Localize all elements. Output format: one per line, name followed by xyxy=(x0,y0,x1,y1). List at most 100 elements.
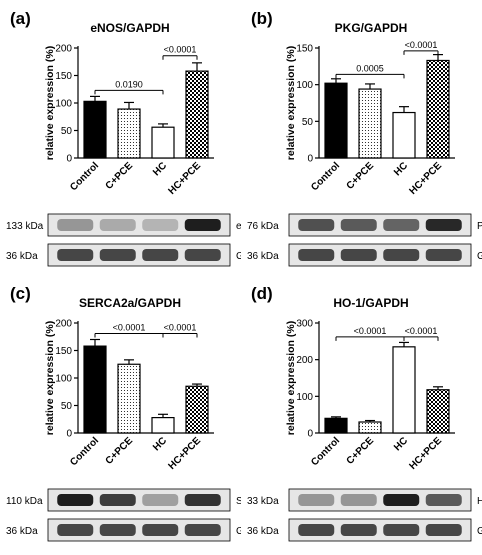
blot-band xyxy=(298,219,335,231)
y-tick-label: 50 xyxy=(61,401,73,412)
y-tick-label: 100 xyxy=(296,392,313,403)
bar-hc xyxy=(151,126,175,159)
blot-band xyxy=(57,494,94,506)
blot-band xyxy=(184,524,221,536)
bar-control xyxy=(324,417,348,434)
x-tick-label: HC+PCE xyxy=(407,160,444,197)
blot-band xyxy=(57,249,94,261)
blot-band xyxy=(298,494,335,506)
y-tick-label: 150 xyxy=(55,71,72,82)
p-value-label: 0.0190 xyxy=(115,79,143,89)
bar-control xyxy=(83,100,107,159)
blot-band xyxy=(184,494,221,506)
panel-c: (c) SERCA2a/GAPDH relative expression (%) 0… xyxy=(0,275,282,550)
y-axis-label: relative expression (%) xyxy=(285,321,297,435)
chart-d: (d) HO-1/GAPDH relative expression (%) 0 100… xyxy=(247,284,482,542)
y-tick-label: 200 xyxy=(55,44,72,55)
blot-band xyxy=(99,219,136,231)
blot-strip xyxy=(47,488,231,512)
y-tick-label: 0 xyxy=(66,154,72,165)
panel-a: (a) eNOS/GAPDH relative expression (%) 0 50 1… xyxy=(0,0,272,275)
x-tick-label: Control xyxy=(68,435,101,468)
panel-label: (d) xyxy=(251,284,273,303)
panel-label: (c) xyxy=(10,284,31,303)
y-tick-label: 200 xyxy=(296,355,313,366)
panel-b: (b) PKG/GAPDH relative expression (%) 0 50 10… xyxy=(241,0,482,275)
x-tick-label: HC+PCE xyxy=(407,435,444,472)
y-tick-label: 0 xyxy=(307,429,313,440)
bar-hc xyxy=(392,111,416,159)
x-tick-label: Control xyxy=(68,160,101,193)
blot-strip xyxy=(288,243,472,267)
blot-band xyxy=(57,219,94,231)
y-tick-label: 150 xyxy=(55,346,72,357)
blot-strip xyxy=(47,243,231,267)
blot-band xyxy=(99,249,136,261)
bar-hc-pce xyxy=(185,70,209,159)
p-value-label: 0.0005 xyxy=(356,63,384,73)
blot-kda-label: 36 kDa xyxy=(247,526,279,537)
blot-band xyxy=(340,494,377,506)
y-tick-label: 0 xyxy=(66,429,72,440)
p-value-label: <0.0001 xyxy=(405,40,438,50)
x-tick-label: C+PCE xyxy=(104,435,136,467)
y-tick-label: 100 xyxy=(55,374,72,385)
blot-strip xyxy=(288,518,472,542)
blot-kda-label: 33 kDa xyxy=(247,496,279,507)
blot-band xyxy=(184,219,221,231)
chart-b: (b) PKG/GAPDH relative expression (%) 0 50 10… xyxy=(247,9,482,267)
blot-band xyxy=(383,524,420,536)
p-value-label: <0.0001 xyxy=(113,322,146,332)
blot-protein-label: GAPDH xyxy=(477,526,482,537)
bar-hc xyxy=(392,346,416,434)
x-tick-label: Control xyxy=(309,160,342,193)
blot-band xyxy=(425,494,462,506)
bar-hc-pce xyxy=(426,389,450,434)
chart-a: (a) eNOS/GAPDH relative expression (%) 0 50 1… xyxy=(6,9,272,267)
p-value-label: <0.0001 xyxy=(354,326,387,336)
y-axis-label: relative expression (%) xyxy=(44,46,56,160)
blot-band xyxy=(142,494,179,506)
blot-band xyxy=(425,249,462,261)
p-value-label: <0.0001 xyxy=(405,326,438,336)
x-tick-label: HC xyxy=(392,435,410,453)
panel-label: (a) xyxy=(10,9,31,28)
y-tick-label: 50 xyxy=(302,117,314,128)
blot-kda-label: 36 kDa xyxy=(247,251,279,262)
blot-band xyxy=(298,524,335,536)
x-tick-label: HC xyxy=(151,160,169,178)
blot-band xyxy=(340,249,377,261)
p-value-label: <0.0001 xyxy=(164,45,197,55)
blot-strip xyxy=(47,518,231,542)
blot-protein-label: GAPDH xyxy=(477,251,482,262)
bar-hc xyxy=(151,417,175,434)
bar-control xyxy=(83,345,107,434)
chart-title: SERCA2a/GAPDH xyxy=(79,296,181,310)
blot-band xyxy=(142,524,179,536)
blot-kda-label: 110 kDa xyxy=(6,496,43,507)
bar-c-pce xyxy=(117,363,141,434)
x-tick-label: HC xyxy=(151,435,169,453)
blot-strip xyxy=(288,488,472,512)
blot-band xyxy=(383,249,420,261)
blot-protein-label: HO-1 xyxy=(477,496,482,507)
blot-band xyxy=(340,524,377,536)
blot-band xyxy=(425,219,462,231)
blot-protein-label: PKG xyxy=(477,221,482,232)
blot-band xyxy=(57,524,94,536)
blot-strip xyxy=(47,213,231,237)
x-tick-label: Control xyxy=(309,435,342,468)
panel-label: (b) xyxy=(251,9,273,28)
x-tick-label: C+PCE xyxy=(104,160,136,192)
x-tick-label: HC+PCE xyxy=(166,435,203,472)
y-tick-label: 300 xyxy=(296,319,313,330)
x-tick-label: HC xyxy=(392,160,410,178)
y-tick-label: 50 xyxy=(61,126,73,137)
bar-c-pce xyxy=(117,108,141,159)
blot-band xyxy=(142,219,179,231)
panel-d: (d) HO-1/GAPDH relative expression (%) 0 100… xyxy=(241,275,482,550)
bar-hc-pce xyxy=(185,385,209,434)
x-tick-label: C+PCE xyxy=(345,160,377,192)
blot-band xyxy=(99,494,136,506)
blot-band xyxy=(340,219,377,231)
